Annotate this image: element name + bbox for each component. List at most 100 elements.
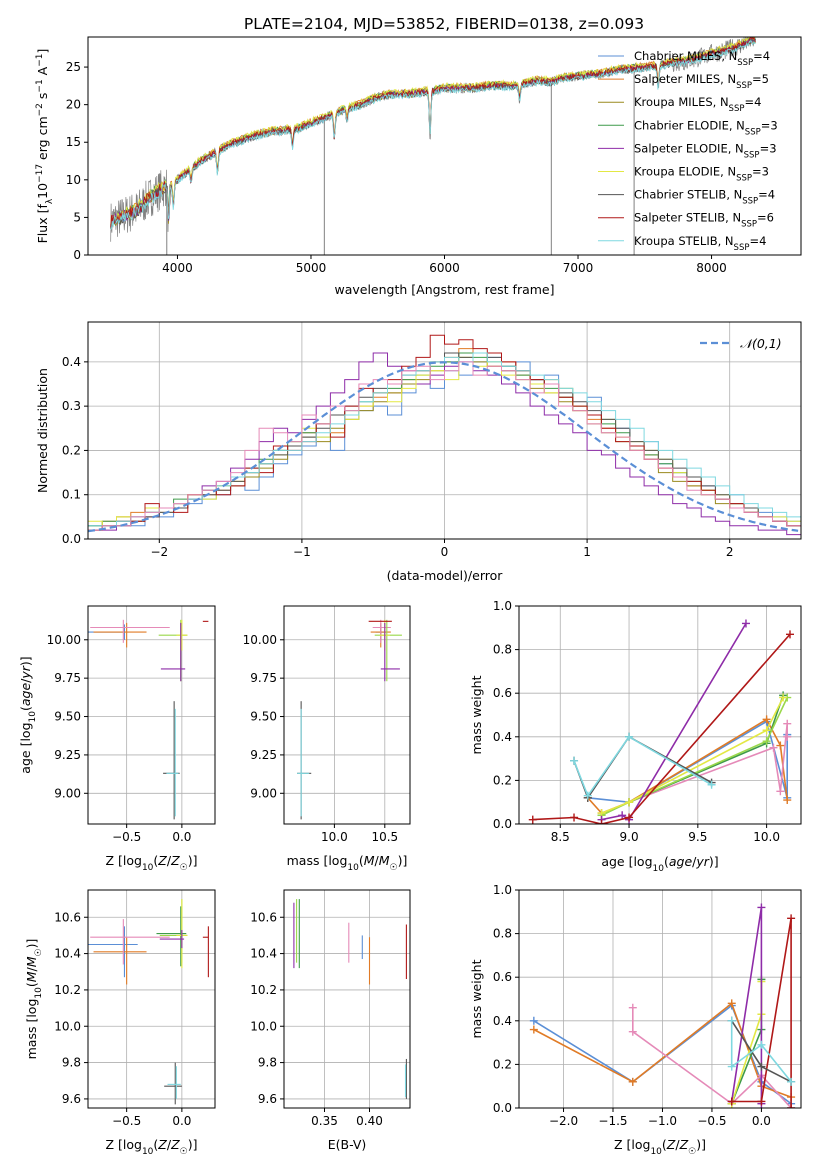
weight-point-marker [757,1097,766,1106]
y-tick-label: 10.4 [250,947,277,961]
weight-point-marker [776,787,785,796]
y-tick-label: 9.8 [62,1056,81,1070]
y-tick-label: 9.8 [258,1056,277,1070]
age_vs_mass-plot-area [284,606,410,824]
y-tick-label: 10 [66,173,81,187]
legend-label: Salpeter ELODIE, NSSP=3 [634,141,777,160]
y-tick-label: 10.4 [54,947,81,961]
y-tick-label: 0.4 [62,355,81,369]
residuals-legend: 𝒩(0,1) [700,336,782,351]
legend-label: Kroupa MILES, NSSP=4 [634,95,761,114]
legend-label: Kroupa ELODIE, NSSP=3 [634,165,769,184]
y-tick-label: 0 [73,248,81,262]
weight-point-marker [707,780,716,789]
legend-label: Salpeter MILES, NSSP=5 [634,72,769,91]
y-tick-label: 9.50 [250,710,277,724]
x-tick-label: 5000 [296,261,327,275]
legend-label: 𝒩(0,1) [740,336,782,351]
weight-series-line [601,697,784,814]
panel-spectrum: Chabrier MILES, NSSP=4 Salpeter MILES, NS… [35,36,802,297]
panel-age_vs_mass: 10.0 10.5 9.00 9.25 9.50 9.75 10.00 mass [log10… [243,605,411,873]
y-tick-label: 9.00 [250,786,277,800]
axis-label: age [log10(age/yr)] [18,656,38,773]
y-tick-label: 9.6 [258,1092,277,1106]
y-tick-label: 10.2 [250,983,277,997]
weight-point-marker [779,693,788,702]
y-tick-label: 0.2 [493,773,512,787]
y-tick-label: 10.2 [54,983,81,997]
weight-point-marker [787,1077,796,1086]
x-tick-label: −0.5 [112,830,141,844]
y-tick-label: 25 [66,60,81,74]
weight-point-marker [783,732,792,741]
age_vs_Z-frame [87,605,216,825]
x-tick-label: 6000 [429,261,460,275]
y-tick-label: 10.6 [54,910,81,924]
weight-point-marker [583,791,592,800]
weight-series-line [573,735,713,798]
y-tick-label: 9.75 [250,671,277,685]
y-tick-label: 9.50 [54,710,81,724]
weight-series-line [601,697,788,817]
y-tick-label: 0.6 [493,970,512,984]
weight-point-marker [727,1016,736,1025]
x-tick-label: −1.0 [648,1114,677,1128]
weight-series-line [532,633,791,824]
weight-point-marker [727,1062,736,1071]
panel-mass_vs_ebv: 0.35 0.40 9.6 9.8 10.0 10.2 10.4 10.6 E(B-V) [250,889,411,1152]
mass_vs_ebv-plot-area [284,890,410,1108]
spectrum-model-line [110,39,756,230]
x-tick-label: 10.0 [753,830,780,844]
mass_weight_vs_Z-plot-area [519,890,801,1108]
y-tick-label: 9.25 [54,748,81,762]
y-tick-label: 9.25 [250,748,277,762]
weight-point-marker [529,1016,538,1025]
y-tick-label: 9.75 [54,671,81,685]
panel-age_vs_Z: −0.5 0.0 9.00 9.25 9.50 9.75 10.00 Z [log10(Z/Z… [18,605,216,873]
y-tick-label: 10.00 [243,633,277,647]
x-tick-label: 9.0 [620,830,639,844]
x-tick-label: −0.5 [697,1114,726,1128]
weight-point-marker [618,811,627,820]
figure-title: PLATE=2104, MJD=53852, FIBERID=0138, z=0… [244,15,644,33]
legend-label: Chabrier ELODIE, NSSP=3 [634,118,778,137]
panel-mass_weight_vs_age: 8.5 9.0 9.5 10.0 0.0 0.2 0.4 0.6 0.8 1.0 age [log1… [469,599,802,874]
mass_vs_ebv-frame [283,889,411,1109]
y-tick-label: 0.0 [493,1101,512,1115]
weight-series-line [730,1020,792,1083]
axis-label: age [log10(age/yr)] [601,854,718,874]
x-tick-label: 0 [441,545,449,559]
legend-label: Chabrier STELIB, NSSP=4 [634,188,775,207]
spectrum-plot-area [110,37,756,255]
x-tick-label: 8.5 [551,830,570,844]
y-tick-label: 20 [66,98,81,112]
y-tick-label: 9.00 [54,786,81,800]
weight-point-marker [762,726,771,735]
histogram-series [88,361,801,531]
mass_vs_Z-frame [87,889,216,1109]
x-tick-label: 0.0 [752,1114,771,1128]
y-tick-label: 0.1 [62,488,81,502]
weight-point-marker [787,1104,796,1108]
y-tick-label: 1.0 [493,883,512,897]
y-tick-label: 0.8 [493,643,512,657]
x-tick-label: 10.0 [321,830,348,844]
x-tick-label: 10.5 [371,830,398,844]
weight-point-marker [528,815,537,824]
x-axis-label: (data-model)/error [387,568,504,583]
x-tick-label: −1 [293,545,311,559]
y-tick-label: 0.2 [62,443,81,457]
axis-label: mass [log10(M/M☉)] [287,853,408,873]
x-axis-label: wavelength [Angstrom, rest frame] [334,282,554,297]
x-tick-label: −2 [150,545,168,559]
weight-point-marker [783,719,792,728]
x-tick-label: −2.0 [549,1114,578,1128]
y-tick-label: 0.4 [493,730,512,744]
weight-point-marker [741,619,750,628]
legend-label: Kroupa STELIB, NSSP=4 [634,234,766,253]
weight-point-marker [776,741,785,750]
weight-point-marker [625,798,634,807]
weight-point-marker [769,743,778,752]
weight-series-line [587,718,788,815]
